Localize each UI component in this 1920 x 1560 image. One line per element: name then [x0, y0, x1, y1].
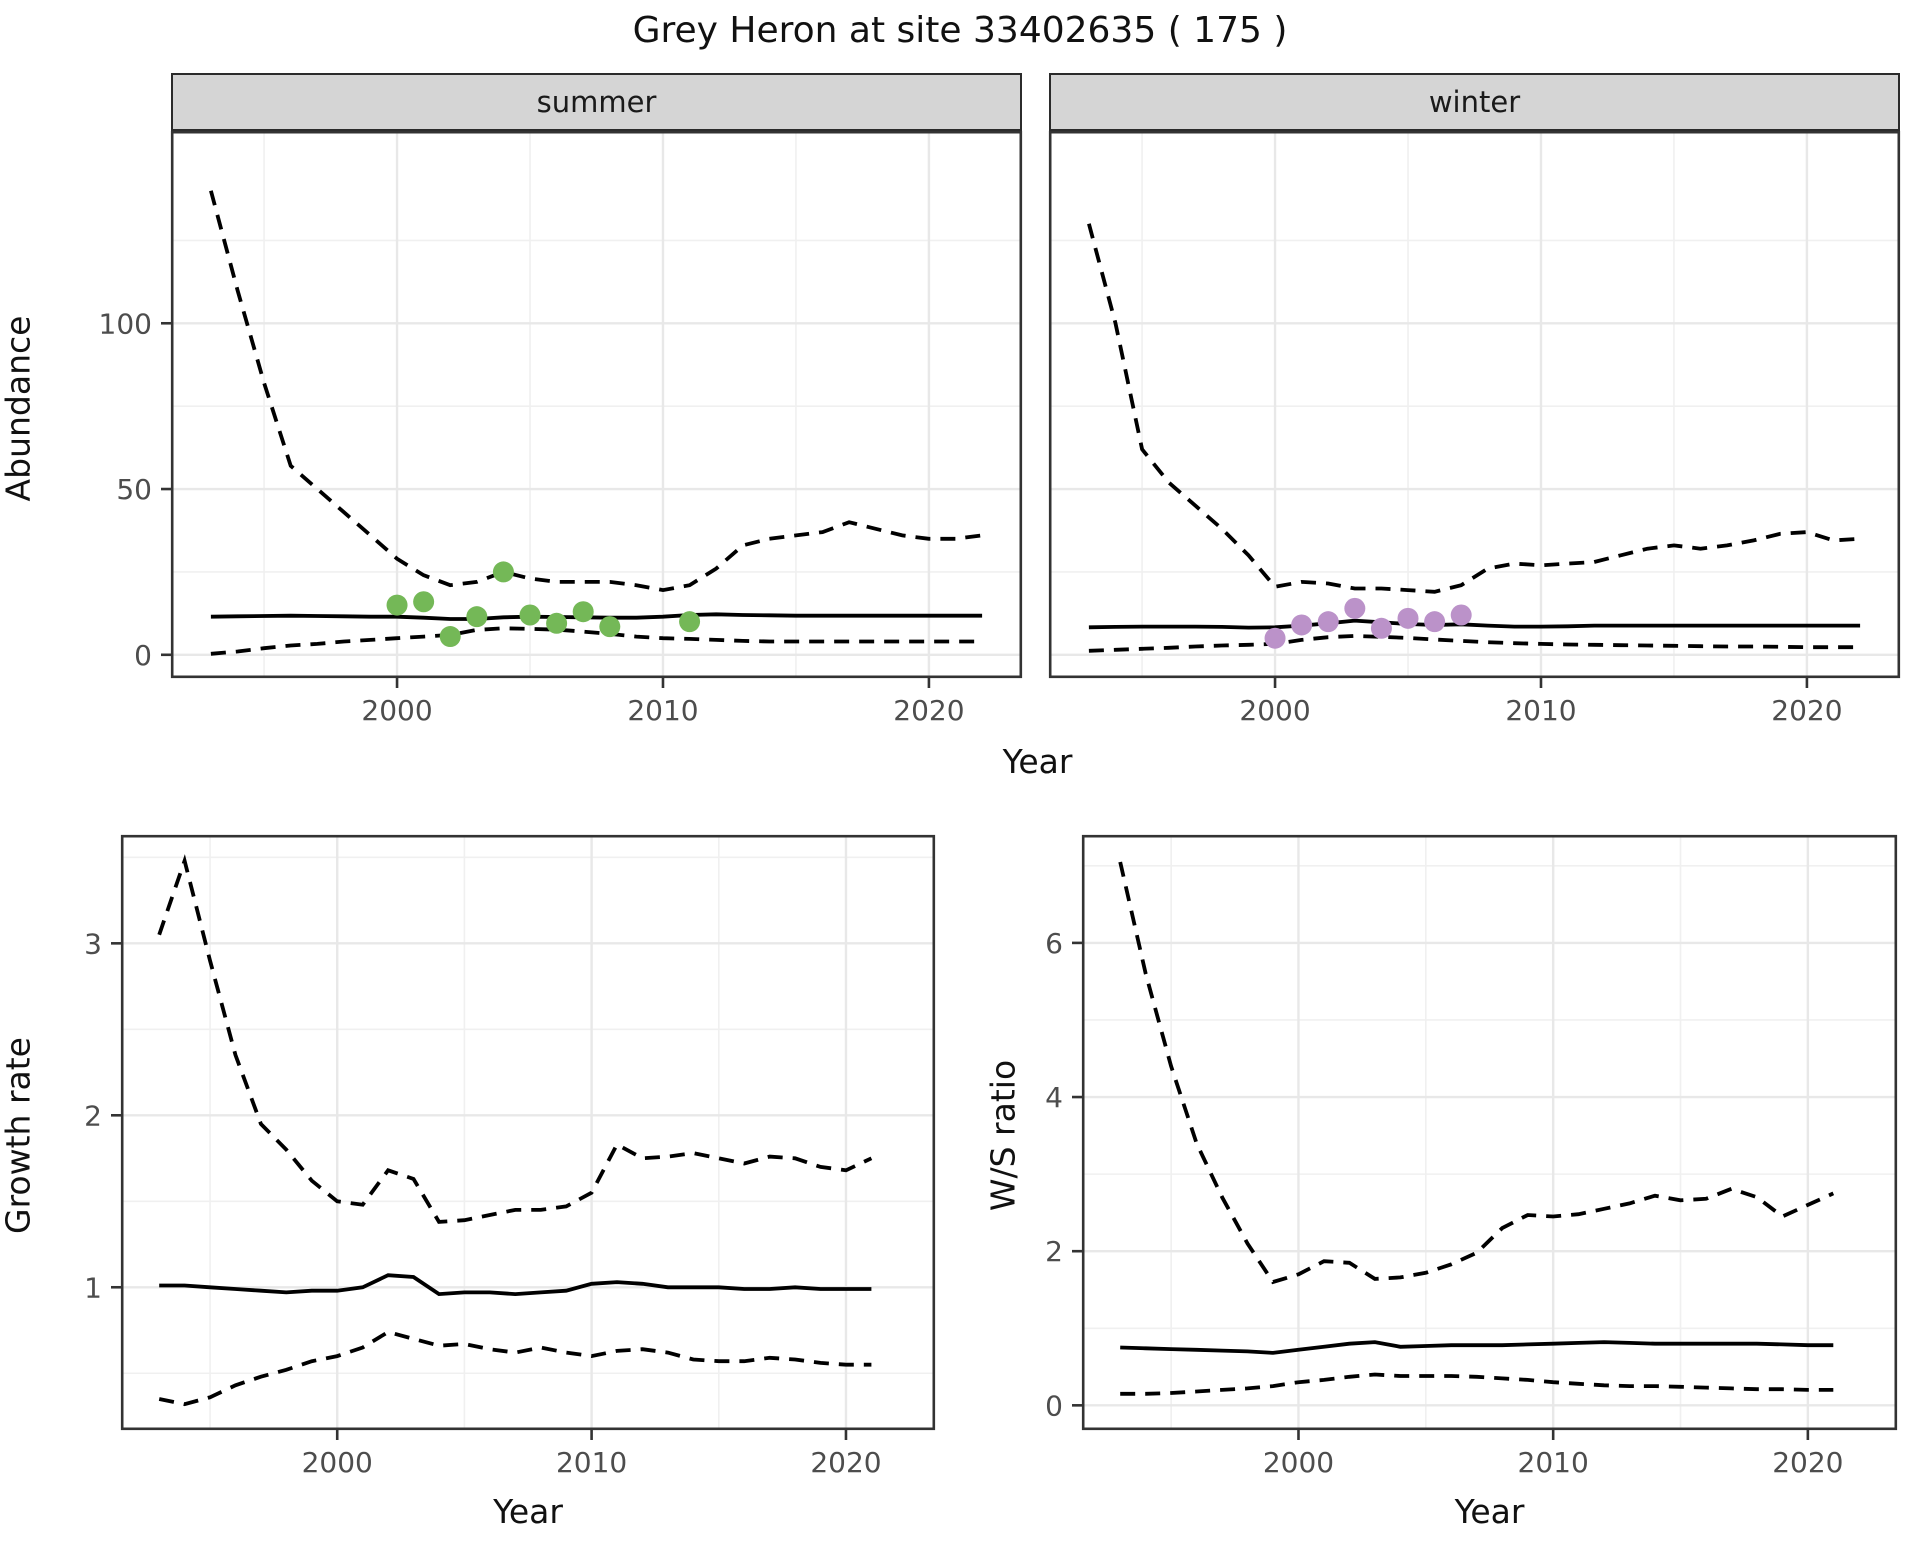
facet-strip-winter: winter [1049, 73, 1900, 131]
summer-observation-point [599, 616, 621, 638]
y-tick-label: 3 [84, 927, 102, 960]
winter-observation-point [1264, 627, 1286, 649]
year-axis-title-top: Year [1002, 742, 1073, 781]
y-tick-label: 100 [99, 307, 152, 340]
winter-observation-point [1397, 607, 1419, 629]
facet-strip-summer-label: summer [536, 85, 657, 119]
y-tick-label: 0 [1045, 1389, 1063, 1422]
upper_95ci-line [209, 190, 983, 593]
y-tick-label: 4 [1045, 1081, 1063, 1114]
y-tick-label: 6 [1045, 927, 1063, 960]
x-tick-label: 2020 [1771, 694, 1842, 727]
facet-strip-summer: summer [171, 73, 1022, 131]
panel-border [1048, 130, 1901, 679]
median-line [1088, 618, 1861, 630]
x-tick-label: 2010 [1518, 1446, 1589, 1479]
year-axis-title-bottom-left: Year [493, 1492, 563, 1531]
winter-observation-point [1317, 611, 1339, 633]
summer-observation-point [413, 591, 435, 613]
x-tick-label: 2000 [361, 694, 432, 727]
abundance-summer-panel: 2000 2010 2020 0 50 100 [99, 130, 1023, 727]
y-tick-label: 2 [84, 1099, 102, 1132]
x-tick-label: 2000 [302, 1446, 373, 1479]
winter-observation-point [1370, 617, 1392, 639]
x-tick-label: 2020 [893, 694, 964, 727]
median-line [1120, 1340, 1834, 1355]
x-tick-label: 2020 [810, 1446, 881, 1479]
growth-rate-panel: 2000 2010 2020 1 2 3 [84, 834, 936, 1479]
y-tick-label: 50 [116, 473, 152, 506]
x-tick-label: 2010 [627, 694, 698, 727]
summer-observation-point [439, 626, 461, 648]
x-tick-label: 2000 [1239, 694, 1310, 727]
year-axis-title-bottom-right: Year [1454, 1492, 1525, 1531]
summer-observation-point [492, 561, 514, 583]
summer-observation-point [679, 611, 701, 633]
upper_95ci-line [1087, 223, 1861, 594]
y-tick-label: 1 [84, 1271, 102, 1304]
upper_95ci-line [157, 854, 873, 1224]
summer-observation-point [466, 606, 488, 628]
panel-border [1081, 834, 1898, 1431]
ws-ratio-panel: 2000 2010 2020 0 2 4 6 [1045, 834, 1898, 1479]
abundance-axis-title: Abundance [0, 315, 38, 502]
lower_95ci-line [158, 1329, 872, 1407]
y-tick-label: 2 [1045, 1235, 1063, 1268]
median-line [210, 612, 983, 621]
x-tick-label: 2010 [1505, 694, 1576, 727]
x-tick-label: 2000 [1263, 1446, 1334, 1479]
y-tick-label: 0 [134, 639, 152, 672]
winter-observation-point [1344, 597, 1366, 619]
summer-observation-point [546, 612, 568, 634]
page-title: Grey Heron at site 33402635 ( 175 ) [632, 10, 1288, 51]
summer-observation-point [519, 604, 541, 626]
upper_95ci-line [1118, 861, 1835, 1285]
lower_95ci-line [1120, 1372, 1834, 1396]
summer-observation-point [572, 601, 594, 623]
median-line [159, 1273, 872, 1297]
x-tick-label: 2010 [556, 1446, 627, 1479]
ws-ratio-axis-title: W/S ratio [983, 1059, 1023, 1212]
winter-observation-point [1450, 604, 1472, 626]
x-tick-label: 2020 [1772, 1446, 1843, 1479]
abundance-winter-panel: 2000 2010 2020 [1048, 130, 1901, 727]
growth-rate-axis-title: Growth rate [0, 1037, 38, 1234]
winter-observation-point [1424, 611, 1446, 633]
facet-strip-winter-label: winter [1428, 85, 1521, 119]
panel-border [170, 130, 1023, 679]
lower_95ci-line [1088, 633, 1861, 653]
panel-border [120, 834, 936, 1431]
lower_95ci-line [210, 626, 983, 656]
summer-observation-point [386, 594, 408, 616]
winter-observation-point [1291, 614, 1313, 636]
